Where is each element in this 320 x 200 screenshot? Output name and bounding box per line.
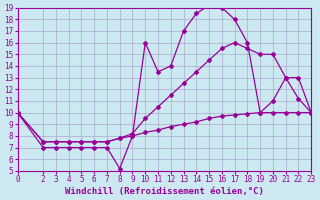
X-axis label: Windchill (Refroidissement éolien,°C): Windchill (Refroidissement éolien,°C)	[65, 187, 264, 196]
